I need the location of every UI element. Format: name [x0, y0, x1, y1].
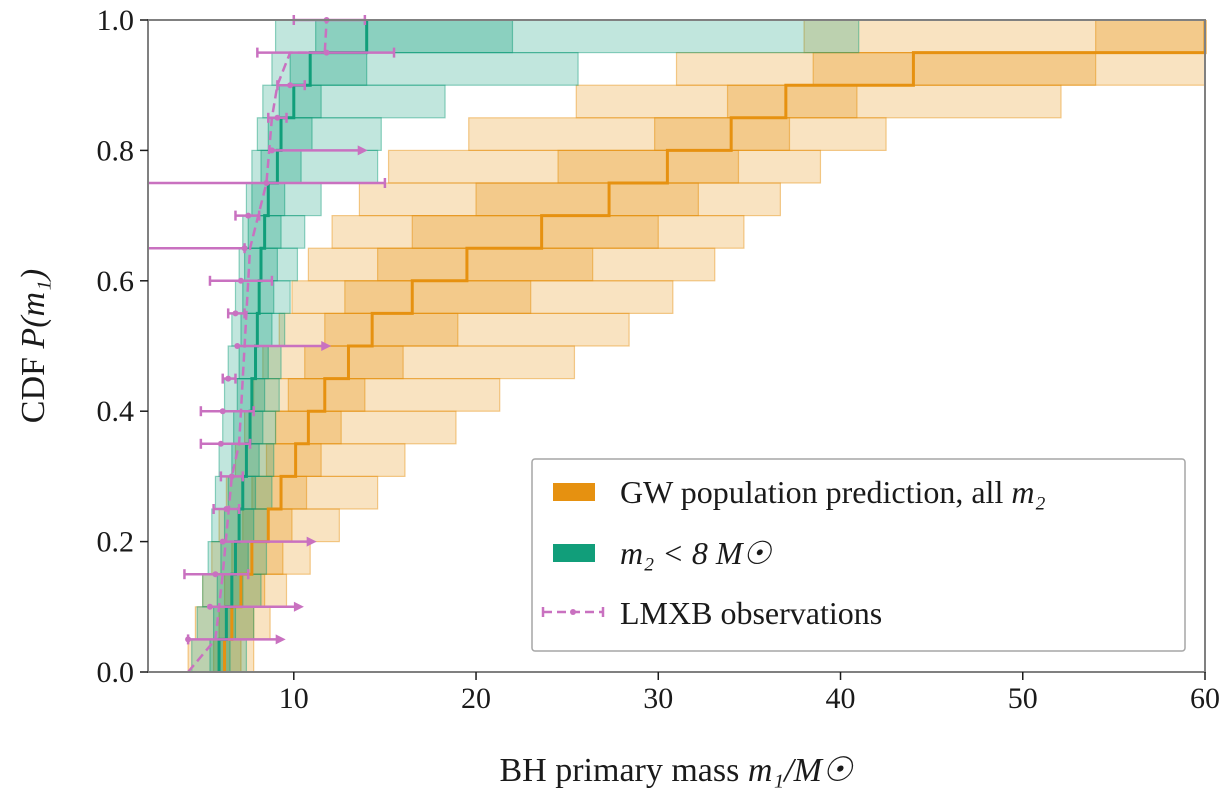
- legend: GW population prediction, all m₂ m₂ < 8 …: [531, 458, 1186, 652]
- lmxb-errorbar-12: [208, 275, 274, 286]
- lmxb-errorbar-15: [148, 178, 387, 188]
- legend-label-gw-all-math: m₂: [1011, 474, 1045, 510]
- gw_all-band-90-bin-12: [291, 280, 674, 314]
- gw_all-band-50-bin-17: [654, 117, 791, 152]
- gw_all-band-50-bin-12: [344, 280, 532, 314]
- gw_all-band-50-bin-14: [411, 215, 659, 249]
- gw_low_m2-band-50-bin-19: [289, 51, 368, 86]
- gw_all-band-90-bin-8: [243, 410, 457, 445]
- y-axis-label: CDF P(m₁): [15, 269, 52, 423]
- lmxb-errorbar-3: [183, 569, 250, 580]
- lmxb-errorbar-19: [256, 47, 396, 58]
- gw_all-band-90-bin-10: [262, 345, 576, 380]
- lmxb-errorbar-9: [221, 373, 237, 384]
- gw_low_m2-band-90-bin-4: [207, 540, 268, 575]
- gw_all-median-line: [223, 20, 1207, 672]
- lmxb-errorbar-16: [268, 145, 368, 156]
- gw_all-band-50-bin-9: [287, 378, 366, 412]
- x-tick-label: 60: [1190, 682, 1220, 715]
- y-axis-label-text: CDF: [15, 349, 52, 424]
- gw_all-band-90-bin-9: [253, 378, 501, 412]
- y-axis-label-math: P(m₁): [15, 269, 52, 350]
- lmxb-errorbar-2: [206, 601, 304, 612]
- legend-label-lmxb: LMXB observations: [620, 595, 882, 631]
- gw_low_m2-band-50-bin-20: [315, 19, 514, 54]
- x-tick-label: 20: [461, 682, 491, 715]
- legend-swatch-gw-low-m2: [553, 544, 595, 562]
- lmxb-errorbar-14: [234, 210, 261, 221]
- lmxb-errorbar-8: [199, 406, 255, 417]
- gw_all-band-50-bin-19: [812, 51, 1097, 86]
- lmxb-errorbar-17: [267, 112, 288, 123]
- legend-swatch-gw-all: [553, 483, 595, 501]
- gw_all-band-90-bin-15: [358, 182, 781, 217]
- x-axis-label-text: BH primary mass: [500, 752, 748, 789]
- gw_all-band-50-bin-2: [218, 606, 255, 640]
- gw_all-band-90-bin-14: [331, 215, 745, 249]
- x-tick-label: 30: [643, 682, 673, 715]
- gw_all-band-50-bin-7: [265, 443, 322, 477]
- lmxb-errorbar-6: [219, 471, 245, 482]
- lmxb-errorbar-10: [234, 341, 332, 351]
- x-tick-label: 10: [279, 682, 309, 715]
- gw_low_m2-band-50-bin-17: [267, 117, 313, 152]
- lmxb-errorbar-7: [199, 438, 252, 449]
- lmxb-errorbar-13: [148, 243, 248, 254]
- gw_all-band-90-bin-1: [187, 638, 255, 673]
- x-axis: 10 20 30 40 50 60: [279, 672, 1220, 715]
- lmxb-layer: [148, 15, 396, 673]
- gw_low_m2-band-90-bin-20: [274, 19, 860, 54]
- gw_low_m2-band-50-bin-18: [278, 84, 322, 119]
- gw_all-band-50-bin-4: [231, 540, 284, 575]
- legend-box: [531, 458, 1186, 652]
- lmxb-errorbar-1: [185, 634, 286, 645]
- lmxb-errorbar-18: [276, 80, 306, 91]
- gw_all-band-90-bin-11: [278, 312, 630, 347]
- lmxb-errorbar-11: [226, 308, 246, 319]
- gw_low_m2-band-50-bin-8: [233, 410, 264, 445]
- x-axis-label: BH primary mass m₁/M☉: [500, 752, 855, 789]
- gw_all-band-50-bin-11: [324, 312, 459, 347]
- gw_all-band-50-bin-16: [557, 149, 740, 184]
- y-tick-label: 0.4: [97, 395, 135, 428]
- gw_all-band-50-bin-20: [1095, 19, 1206, 54]
- legend-label-gw-all-text: GW population prediction, all: [620, 474, 1011, 510]
- y-tick-label: 0.8: [97, 134, 135, 167]
- y-tick-label: 1.0: [97, 4, 135, 37]
- gw_all-band-50-bin-18: [726, 84, 858, 119]
- lmxb-errorbar-5: [212, 504, 241, 514]
- legend-label-gw-all: GW population prediction, all m₂: [620, 474, 1046, 510]
- gw_all-band-50-bin-15: [475, 182, 699, 217]
- x-tick-label: 50: [1008, 682, 1038, 715]
- legend-swatch-lmxb: [541, 607, 605, 617]
- x-tick-label: 40: [826, 682, 856, 715]
- plot-frame: [147, 19, 1206, 673]
- y-tick-label: 0.6: [97, 265, 135, 298]
- y-tick-label: 0.2: [97, 526, 135, 559]
- legend-label-gw-low-m2: m₂ < 8 M☉: [620, 535, 772, 571]
- x-axis-label-math: m₁/M☉: [748, 752, 854, 789]
- lmxb-errorbar-4: [219, 536, 317, 547]
- gw_all-band-50-bin-6: [251, 475, 308, 510]
- gw_all-band-50-bin-13: [377, 247, 594, 282]
- y-tick-label: 0.0: [97, 656, 135, 689]
- y-axis: 0.0 0.2 0.4 0.6 0.8 1.0: [97, 4, 148, 689]
- gw_all-band-50-bin-10: [304, 345, 404, 380]
